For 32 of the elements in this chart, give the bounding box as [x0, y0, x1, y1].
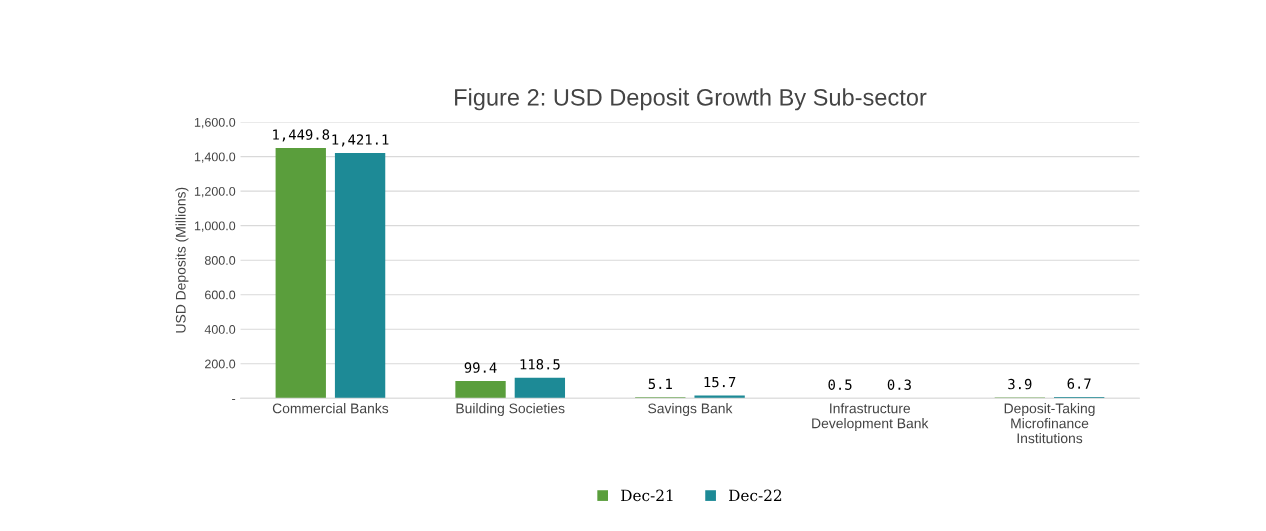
legend-label: Dec-21 — [621, 489, 673, 502]
bar — [275, 148, 326, 399]
data-label: 1,421.1 — [332, 134, 389, 147]
data-label: 99.4 — [464, 362, 497, 373]
bar — [514, 377, 566, 399]
data-label: 1,449.8 — [273, 129, 330, 142]
bar — [334, 153, 386, 399]
x-tick-label: Infrastructure Development Bank — [812, 403, 929, 432]
y-axis-title: USD Deposits (Millions) — [175, 187, 189, 333]
data-label: 15.7 — [704, 376, 736, 388]
y-tick-label: 400.0 — [204, 325, 236, 334]
data-label: 0.5 — [828, 379, 852, 390]
legend-label: Dec-22 — [729, 489, 782, 502]
x-tick-label: Building Societies — [456, 403, 565, 417]
y-tick-label: 600.0 — [205, 290, 236, 300]
data-label: 0.3 — [887, 379, 911, 390]
y-tick-label: 1,200.0 — [194, 186, 236, 198]
bar — [455, 381, 506, 399]
x-tick-label: Savings Bank — [648, 403, 733, 417]
y-tick-label: 1,600.0 — [194, 117, 236, 129]
y-tick-label: 1,000.0 — [194, 221, 236, 232]
x-tick-label: Deposit-Taking Microfinance Institutions — [1004, 403, 1095, 444]
x-tick-label: Commercial Banks — [272, 403, 389, 414]
y-tick-label: - — [232, 398, 236, 400]
data-label: 118.5 — [520, 359, 560, 370]
data-label: 5.1 — [648, 378, 672, 390]
chart-title: Figure 2: USD Deposit Growth By Sub-sector — [455, 88, 927, 111]
data-label: 6.7 — [1067, 378, 1091, 389]
y-tick-label: 200.0 — [205, 359, 236, 369]
y-tick-label: 800.0 — [204, 255, 236, 265]
y-tick-label: 1,400.0 — [194, 152, 236, 163]
data-label: 3.9 — [1008, 378, 1032, 390]
